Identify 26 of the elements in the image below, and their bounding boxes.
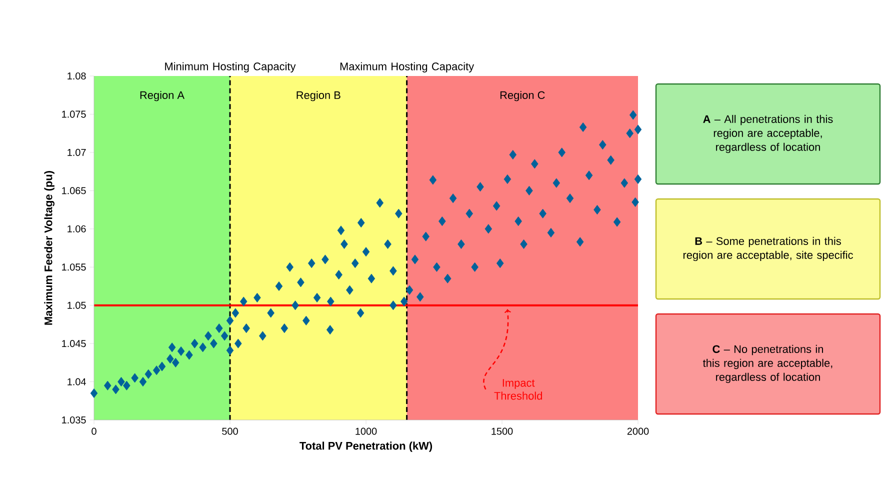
y-tick-label: 1.055 bbox=[62, 264, 86, 271]
text: B – Some penetrations in this region are acceptable, site specific bbox=[683, 236, 853, 262]
y-tick-label: 1.05 bbox=[68, 302, 86, 309]
y-tick-label: 1.08 bbox=[68, 72, 86, 80]
ref-line-label: Minimum Hosting Capacity bbox=[165, 62, 296, 72]
y-tick-label: 1.035 bbox=[62, 416, 86, 424]
y-tick-label: 1.065 bbox=[62, 187, 86, 194]
band-label: Region B bbox=[296, 90, 340, 102]
y-tick-label: 1.04 bbox=[68, 378, 86, 386]
x-tick-label: 1500 bbox=[492, 428, 513, 435]
x-axis-title: Total PV Penetration (kW) bbox=[300, 442, 432, 452]
band-label: Region C bbox=[500, 90, 545, 102]
x-tick-label: 0 bbox=[92, 428, 96, 435]
band-label: Region A bbox=[140, 90, 185, 102]
y-tick-label: 1.045 bbox=[62, 340, 86, 348]
y-tick-label: 1.07 bbox=[68, 148, 86, 156]
text: A – All penetrations in this region are acceptable, regardless of location bbox=[703, 114, 833, 154]
x-tick-label: 2000 bbox=[627, 428, 649, 435]
x-tick-label: 1000 bbox=[356, 428, 377, 435]
text: C – No penetrations in this region are acceptable, regardless of location bbox=[702, 344, 832, 384]
y-axis-title: Maximum Feeder Voltage (pu) bbox=[44, 170, 54, 325]
ref-line-label: Impact Threshold bbox=[494, 379, 542, 400]
y-tick-label: 1.06 bbox=[68, 225, 86, 232]
y-tick-label: 1.075 bbox=[62, 110, 86, 118]
ref-line-label: Maximum Hosting Capacity bbox=[340, 62, 474, 72]
x-tick-label: 500 bbox=[222, 428, 238, 435]
